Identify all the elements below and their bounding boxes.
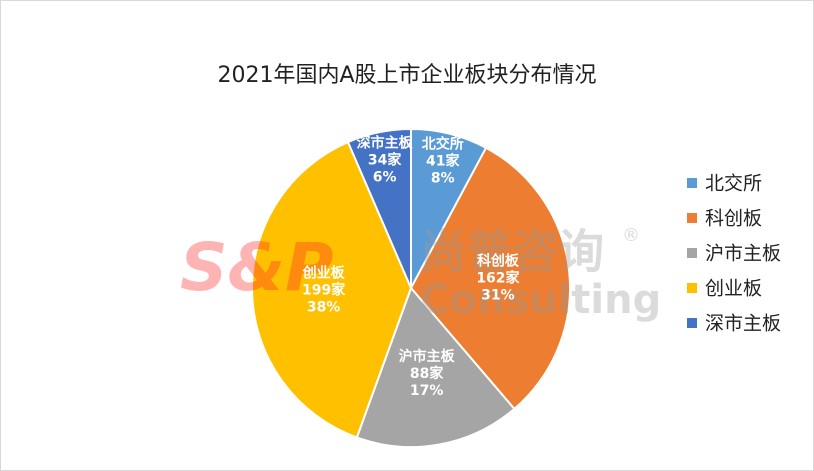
watermark-name: 尚普咨询 <box>420 225 604 279</box>
data-label: 199家 <box>302 282 346 299</box>
data-label: 沪市主板 <box>399 348 456 365</box>
data-label: 31% <box>481 288 515 304</box>
pie-slice <box>409 146 571 411</box>
data-label: 34家 <box>368 151 402 168</box>
legend-swatch <box>687 248 697 258</box>
data-label: 38% <box>307 300 341 316</box>
data-label: 17% <box>410 383 444 399</box>
pie-slice <box>346 127 412 289</box>
data-label: 41家 <box>426 153 460 170</box>
legend-swatch <box>687 283 697 293</box>
data-label: 162家 <box>476 270 520 287</box>
pie-slice <box>251 140 413 439</box>
data-label: 科创板 <box>477 253 520 270</box>
legend-swatch <box>687 178 697 188</box>
data-label: 深市主板 <box>357 134 414 151</box>
watermark-subtitle: Consulting <box>420 277 661 323</box>
data-label: 6% <box>373 169 397 185</box>
chart-title: 2021年国内A股上市企业板块分布情况 <box>217 63 596 88</box>
watermark-mark: ® <box>622 225 640 246</box>
legend-label: 北交所 <box>705 173 762 195</box>
data-label: 创业板 <box>302 265 346 282</box>
legend-swatch <box>687 318 697 328</box>
data-label: 8% <box>431 171 455 187</box>
legend-label: 创业板 <box>705 278 762 300</box>
legend-label: 科创板 <box>705 208 762 230</box>
watermark-logo: S&P <box>180 229 333 306</box>
data-label: 北交所 <box>422 136 464 153</box>
data-label: 88家 <box>410 365 444 382</box>
pie <box>251 127 571 448</box>
legend-label: 沪市主板 <box>705 243 781 265</box>
watermark: S&P 尚普咨询 ® Consulting <box>180 225 661 324</box>
pie-slice <box>355 286 516 448</box>
legend-label: 深市主板 <box>705 313 781 335</box>
legend-swatch <box>687 213 697 223</box>
